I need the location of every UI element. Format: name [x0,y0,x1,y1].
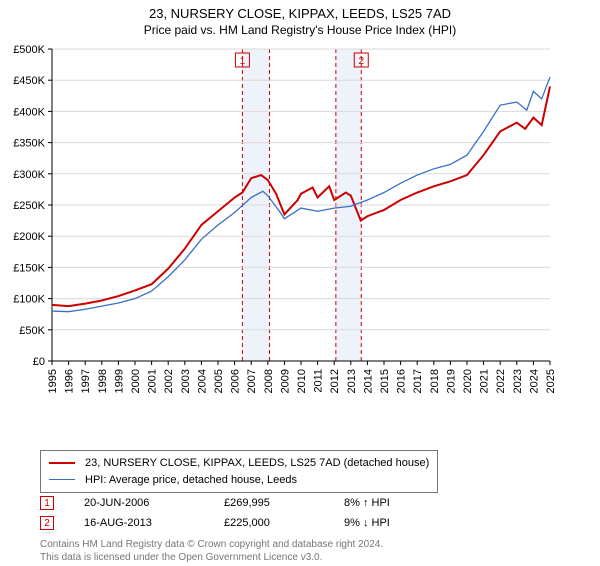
svg-text:1997: 1997 [80,369,92,393]
sale-marker-box: 1 [40,496,54,510]
svg-text:2013: 2013 [346,369,358,393]
svg-text:2023: 2023 [512,369,524,393]
svg-text:2016: 2016 [396,369,408,393]
svg-text:£450K: £450K [13,75,45,87]
svg-text:1996: 1996 [64,369,76,393]
svg-text:£400K: £400K [13,106,45,118]
svg-text:£50K: £50K [19,325,45,337]
svg-text:2012: 2012 [329,369,341,393]
svg-text:2003: 2003 [180,369,192,393]
sale-price: £269,995 [224,497,314,509]
footer-line-2: This data is licensed under the Open Gov… [40,551,383,564]
svg-text:2006: 2006 [230,369,242,393]
svg-text:1995: 1995 [47,369,59,393]
sale-date: 16-AUG-2013 [84,517,194,529]
svg-text:£500K: £500K [13,44,45,56]
svg-text:£100K: £100K [13,294,45,306]
svg-text:2007: 2007 [246,369,258,393]
legend-item: HPI: Average price, detached house, Leed… [49,472,429,489]
sale-row: 2 16-AUG-2013 £225,000 9% ↓ HPI [40,516,390,530]
svg-text:2024: 2024 [528,369,540,393]
svg-text:2015: 2015 [379,369,391,393]
svg-text:2014: 2014 [362,369,374,393]
svg-text:£250K: £250K [13,200,45,212]
svg-text:£200K: £200K [13,231,45,243]
svg-text:2009: 2009 [279,369,291,393]
svg-text:1999: 1999 [113,369,125,393]
sale-price: £225,000 [224,517,314,529]
legend: 23, NURSERY CLOSE, KIPPAX, LEEDS, LS25 7… [40,450,438,493]
svg-text:2021: 2021 [479,369,491,393]
svg-text:2020: 2020 [462,369,474,393]
svg-text:2019: 2019 [445,369,457,393]
legend-item: 23, NURSERY CLOSE, KIPPAX, LEEDS, LS25 7… [49,455,429,472]
svg-text:2025: 2025 [545,369,557,393]
svg-text:1998: 1998 [97,369,109,393]
svg-text:£0: £0 [33,356,45,368]
legend-swatch [49,462,75,464]
svg-text:£350K: £350K [13,138,45,150]
footer-attribution: Contains HM Land Registry data © Crown c… [40,538,383,564]
chart-title: 23, NURSERY CLOSE, KIPPAX, LEEDS, LS25 7… [0,6,600,21]
chart-subtitle: Price paid vs. HM Land Registry's House … [0,23,600,37]
footer-line-1: Contains HM Land Registry data © Crown c… [40,538,383,551]
sale-date: 20-JUN-2006 [84,497,194,509]
svg-text:2004: 2004 [196,369,208,393]
sale-vs-hpi: 9% ↓ HPI [344,517,390,529]
sale-vs-hpi: 8% ↑ HPI [344,497,390,509]
sales-table: 1 20-JUN-2006 £269,995 8% ↑ HPI 2 16-AUG-2013… [40,496,390,536]
svg-text:2001: 2001 [147,369,159,393]
svg-text:2008: 2008 [263,369,275,393]
legend-label: HPI: Average price, detached house, Leed… [85,472,297,489]
sale-marker-box: 2 [40,516,54,530]
svg-text:2022: 2022 [495,369,507,393]
svg-text:£150K: £150K [13,262,45,274]
sale-marker-label: 2 [358,56,364,67]
sale-row: 1 20-JUN-2006 £269,995 8% ↑ HPI [40,496,390,510]
chart-container: 23, NURSERY CLOSE, KIPPAX, LEEDS, LS25 7… [0,6,600,566]
svg-text:2017: 2017 [412,369,424,393]
legend-label: 23, NURSERY CLOSE, KIPPAX, LEEDS, LS25 7… [85,455,429,472]
sale-marker-label: 1 [240,56,246,67]
svg-text:2011: 2011 [313,369,325,393]
svg-text:£300K: £300K [13,169,45,181]
price-chart: £0 £50K £100K £150K £200K £250K £300K £350K £400… [0,41,560,401]
svg-text:2005: 2005 [213,369,225,393]
legend-swatch [49,479,75,480]
svg-text:2018: 2018 [429,369,441,393]
svg-text:2002: 2002 [163,369,175,393]
svg-text:2000: 2000 [130,369,142,393]
svg-text:2010: 2010 [296,369,308,393]
